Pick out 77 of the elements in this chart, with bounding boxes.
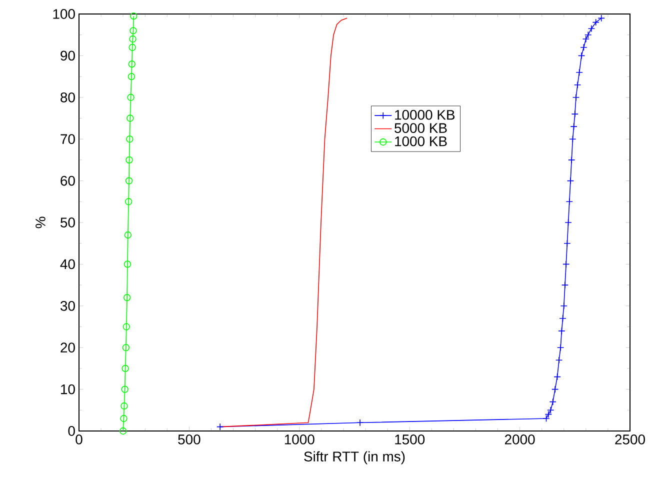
point (558, 327, 566, 335)
point (356, 419, 364, 426)
point (554, 373, 561, 380)
point (562, 260, 570, 268)
point (560, 302, 568, 310)
point (547, 406, 554, 414)
point (126, 156, 133, 164)
point (559, 314, 566, 322)
point (124, 231, 132, 239)
point (555, 356, 563, 364)
point (574, 81, 582, 88)
point (124, 260, 132, 268)
point (128, 72, 136, 80)
point (549, 398, 556, 406)
point (126, 136, 134, 143)
y-tick-label: 80 (60, 92, 75, 102)
point (568, 156, 576, 164)
point (216, 423, 224, 430)
point (130, 12, 138, 20)
point (582, 35, 590, 43)
y-tick-label: 10 (61, 384, 75, 394)
legend-label: 1000 KB (395, 136, 447, 146)
point (122, 323, 130, 330)
point (123, 294, 131, 302)
y-tick-label: 0 (68, 426, 75, 436)
legend-label: 10000 KB (395, 110, 455, 120)
point (551, 386, 559, 393)
y-tick-label: 100 (53, 9, 75, 19)
x-tick-label: 500 (178, 434, 200, 444)
point (125, 198, 132, 206)
point (566, 177, 574, 184)
point (564, 218, 572, 226)
point (120, 402, 128, 410)
point (580, 44, 588, 51)
point (561, 281, 569, 289)
point (564, 240, 571, 247)
point (128, 44, 136, 51)
legend-label: 5000 KB (394, 123, 447, 134)
point (578, 52, 586, 60)
point (571, 110, 578, 118)
point (569, 136, 576, 143)
x-tick-label: 1500 (395, 434, 425, 444)
point (129, 35, 136, 43)
point (566, 198, 573, 206)
y-tick-label: 60 (60, 176, 75, 186)
x-tick-label: 0 (76, 434, 82, 444)
point (119, 427, 127, 435)
point (130, 27, 137, 34)
point (576, 68, 583, 76)
y-axis-title: % (36, 216, 46, 228)
point (126, 114, 134, 122)
y-tick-label: 30 (60, 300, 75, 311)
point (584, 31, 592, 38)
point (121, 386, 128, 393)
point (128, 60, 136, 68)
point (588, 25, 596, 32)
point (556, 344, 564, 352)
point (125, 177, 133, 184)
x-axis-title: Siftr RTT (in ms) (304, 451, 405, 464)
point (127, 94, 134, 101)
point (122, 344, 130, 352)
y-tick-label: 50 (60, 218, 75, 228)
point (598, 14, 605, 22)
point (542, 414, 550, 422)
y-tick-label: 20 (60, 342, 75, 353)
y-tick-label: 70 (60, 134, 75, 144)
point (572, 94, 580, 101)
x-tick-label: 2500 (615, 434, 645, 444)
point (570, 123, 578, 130)
y-tick-label: 90 (60, 50, 75, 61)
point (120, 414, 128, 422)
point (544, 410, 552, 418)
point (122, 364, 129, 372)
x-tick-label: 1000 (284, 434, 314, 444)
point (592, 18, 600, 26)
y-tick-label: 40 (60, 259, 75, 270)
x-tick-label: 2000 (504, 434, 535, 444)
